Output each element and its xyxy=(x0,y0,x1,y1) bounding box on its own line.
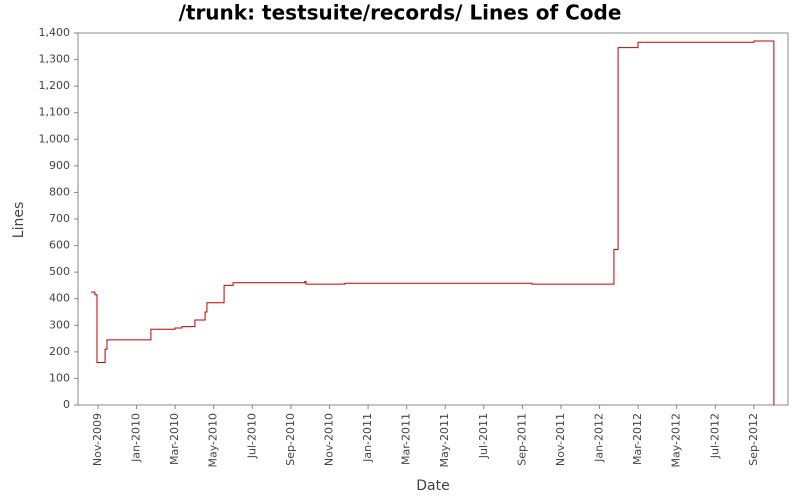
y-tick-label: 500 xyxy=(49,265,70,278)
chart-title: /trunk: testsuite/records/ Lines of Code xyxy=(179,1,622,25)
y-axis-label: Lines xyxy=(11,202,27,238)
x-tick-label: Jan-2011 xyxy=(361,413,374,463)
y-tick-label: 400 xyxy=(49,292,70,305)
y-tick-label: 300 xyxy=(49,318,70,331)
y-tick-label: 200 xyxy=(49,345,70,358)
y-tick-label: 900 xyxy=(49,159,70,172)
y-tick-label: 1,100 xyxy=(39,106,71,119)
x-tick-label: Nov-2009 xyxy=(91,413,104,466)
x-tick-label: Sep-2011 xyxy=(515,413,528,466)
x-tick-label: Nov-2011 xyxy=(554,413,567,466)
x-tick-label: Jul-2011 xyxy=(477,413,490,459)
x-tick-label: May-2010 xyxy=(207,413,220,468)
x-tick-label: Nov-2010 xyxy=(322,413,335,466)
y-tick-label: 1,200 xyxy=(39,79,71,92)
x-tick-label: Jul-2010 xyxy=(245,413,258,459)
y-tick-label: 600 xyxy=(49,239,70,252)
y-tick-label: 1,400 xyxy=(39,26,71,39)
plot-area xyxy=(77,32,789,406)
x-tick-label: May-2012 xyxy=(670,413,683,468)
x-tick-label: Sep-2010 xyxy=(284,413,297,466)
x-tick-label: Sep-2012 xyxy=(747,413,760,466)
x-tick-label: Jul-2012 xyxy=(708,413,721,459)
x-tick-label: Mar-2011 xyxy=(400,413,413,465)
x-axis-label: Date xyxy=(416,478,449,494)
x-tick-label: Jan-2012 xyxy=(593,413,606,463)
x-tick-label: Jan-2010 xyxy=(130,413,143,463)
line xyxy=(90,40,775,405)
y-tick-label: 700 xyxy=(49,212,70,225)
y-tick-label: 1,000 xyxy=(39,132,71,145)
y-tick-label: 800 xyxy=(49,185,70,198)
x-tick-label: Mar-2012 xyxy=(631,413,644,465)
y-tick-label: 100 xyxy=(49,371,70,384)
x-tick-label: May-2011 xyxy=(438,413,451,468)
x-tick-label: Mar-2010 xyxy=(168,413,181,465)
y-tick-label: 0 xyxy=(63,398,70,411)
y-tick-label: 1,300 xyxy=(39,53,71,66)
